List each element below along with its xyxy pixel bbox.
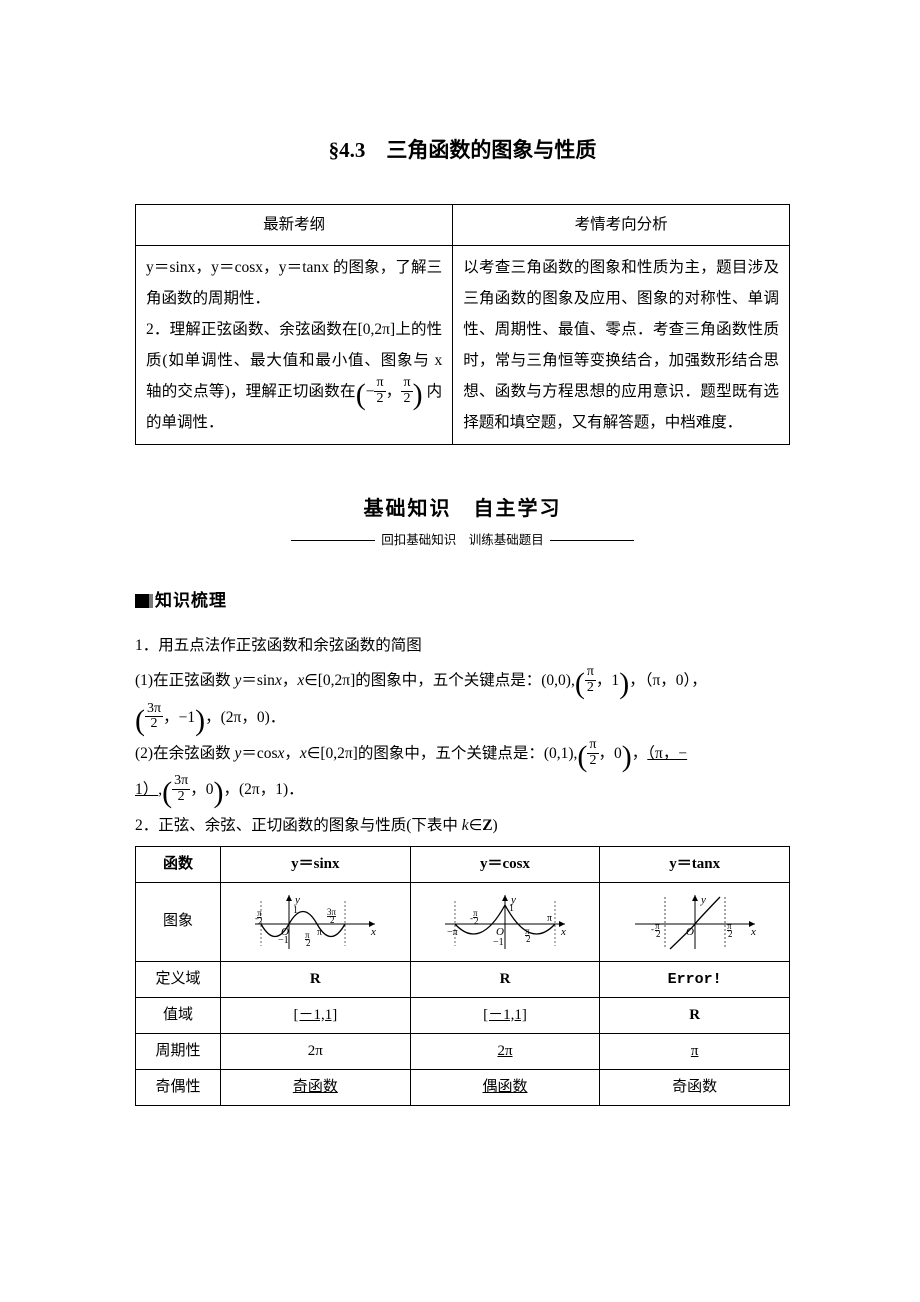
- point-2: 2．正弦、余弦、正切函数的图象与性质(下表中 k∈Z): [135, 812, 790, 840]
- syllabus-header-left: 最新考纲: [136, 204, 453, 245]
- page-title: §4.3 三角函数的图象与性质: [135, 132, 790, 170]
- svg-text:2: 2: [526, 934, 531, 944]
- row-period-label: 周期性: [136, 1033, 221, 1069]
- syllabus-header-row: 最新考纲 考情考向分析: [136, 204, 790, 245]
- col-cos: y＝cosx: [410, 846, 600, 882]
- graph-cos: y x O 1 −1 −π - π 2 π 2 π: [410, 882, 600, 961]
- subheading-text: 知识梳理: [155, 586, 227, 617]
- range-cos: [－1,1]: [410, 997, 600, 1033]
- point-1: 1．用五点法作正弦函数和余弦函数的简图: [135, 632, 790, 660]
- svg-text:x: x: [370, 926, 376, 938]
- svg-text:2: 2: [258, 916, 263, 926]
- svg-text:2: 2: [474, 916, 479, 926]
- svg-text:x: x: [750, 926, 756, 938]
- cos-graph-icon: y x O 1 −1 −π - π 2 π 2 π: [435, 891, 575, 953]
- cos-key-lead: (2)在余弦函数 y＝cosx，x∈[0,2π]的图象中，五个关键点是：(0,1…: [135, 745, 577, 762]
- syllabus-header-right: 考情考向分析: [453, 204, 790, 245]
- parity-sin: 奇函数: [221, 1069, 411, 1105]
- divider-sub-label: 回扣基础知识 训练基础题目: [381, 529, 544, 552]
- sin-keypoints: (1)在正弦函数 y＝sinx，x∈[0,2π]的图象中，五个关键点是：(0,0…: [135, 666, 790, 696]
- period-sin: 2π: [221, 1033, 411, 1069]
- svg-text:−1: −1: [278, 935, 289, 946]
- subheading-marker-icon: [135, 594, 149, 608]
- properties-table: 函数 y＝sinx y＝cosx y＝tanx 图象 y x O 1 −1: [135, 846, 790, 1106]
- svg-text:π: π: [317, 927, 322, 938]
- cos-key-underlined: （π，−: [647, 745, 687, 762]
- svg-text:2: 2: [330, 915, 335, 925]
- syllabus-body-row: y＝sinx，y＝cosx，y＝tanx 的图象，了解三角函数的周期性． 2．理…: [136, 245, 790, 445]
- row-domain-label: 定义域: [136, 961, 221, 997]
- parity-cos: 偶函数: [410, 1069, 600, 1105]
- tan-graph-icon: y x O - π 2 π 2: [625, 891, 765, 953]
- divider-subtext: 回扣基础知识 训练基础题目: [135, 529, 790, 552]
- domain-cos: R: [410, 961, 600, 997]
- graph-sin: y x O 1 −1 - π 2 π 2 π 3π 2: [221, 882, 411, 961]
- domain-tan: Error!: [600, 961, 790, 997]
- row-graph: 图象 y x O 1 −1 - π: [136, 882, 790, 961]
- svg-text:π: π: [547, 913, 552, 924]
- svg-text:y: y: [700, 894, 706, 906]
- row-graph-label: 图象: [136, 882, 221, 961]
- svg-text:−π: −π: [447, 927, 458, 938]
- svg-text:2: 2: [656, 929, 661, 939]
- col-sin: y＝sinx: [221, 846, 411, 882]
- period-tan: π: [600, 1033, 790, 1069]
- cos-keypoints: (2)在余弦函数 y＝cosx，x∈[0,2π]的图象中，五个关键点是：(0,1…: [135, 739, 790, 769]
- document-page: §4.3 三角函数的图象与性质 最新考纲 考情考向分析 y＝sinx，y＝cos…: [0, 0, 920, 1302]
- graph-tan: y x O - π 2 π 2: [600, 882, 790, 961]
- row-parity-label: 奇偶性: [136, 1069, 221, 1105]
- sin-keypoints-2: (3π2，−1)，(2π，0)．: [135, 703, 790, 733]
- syllabus-table: 最新考纲 考情考向分析 y＝sinx，y＝cosx，y＝tanx 的图象，了解三…: [135, 204, 790, 446]
- divider-heading: 基础知识 自主学习: [135, 491, 790, 527]
- subheading-row: 知识梳理: [135, 586, 790, 617]
- cos-keypoints-2: 1）,(3π2，0)，(2π，1)．: [135, 775, 790, 805]
- syllabus-left-p1: y＝sinx，y＝cosx，y＝tanx 的图象，了解三角函数的周期性．: [146, 259, 442, 307]
- section-divider: 基础知识 自主学习 回扣基础知识 训练基础题目: [135, 491, 790, 552]
- parity-tan: 奇函数: [600, 1069, 790, 1105]
- svg-text:-: -: [651, 924, 654, 934]
- sin-graph-icon: y x O 1 −1 - π 2 π 2 π 3π 2: [245, 891, 385, 953]
- syllabus-left-cell: y＝sinx，y＝cosx，y＝tanx 的图象，了解三角函数的周期性． 2．理…: [136, 245, 453, 445]
- row-parity: 奇偶性 奇函数 偶函数 奇函数: [136, 1069, 790, 1105]
- svg-text:−1: −1: [493, 937, 504, 948]
- props-corner: 函数: [136, 846, 221, 882]
- row-range: 值域 [－1,1] [－1,1] R: [136, 997, 790, 1033]
- range-sin: [－1,1]: [221, 997, 411, 1033]
- row-domain: 定义域 R R Error!: [136, 961, 790, 997]
- domain-sin: R: [221, 961, 411, 997]
- row-range-label: 值域: [136, 997, 221, 1033]
- col-tan: y＝tanx: [600, 846, 790, 882]
- svg-text:2: 2: [306, 938, 311, 948]
- row-period: 周期性 2π 2π π: [136, 1033, 790, 1069]
- svg-text:2: 2: [728, 929, 733, 939]
- range-tan: R: [600, 997, 790, 1033]
- cos-key-underlined-2: 1）: [135, 781, 158, 798]
- props-header-row: 函数 y＝sinx y＝cosx y＝tanx: [136, 846, 790, 882]
- period-cos: 2π: [410, 1033, 600, 1069]
- syllabus-right-cell: 以考查三角函数的图象和性质为主，题目涉及三角函数的图象及应用、图象的对称性、单调…: [453, 245, 790, 445]
- syllabus-left-p2: 2．理解正弦函数、余弦函数在[0,2π]上的性质(如单调性、最大值和最小值、图象…: [146, 321, 442, 432]
- svg-text:x: x: [560, 926, 566, 938]
